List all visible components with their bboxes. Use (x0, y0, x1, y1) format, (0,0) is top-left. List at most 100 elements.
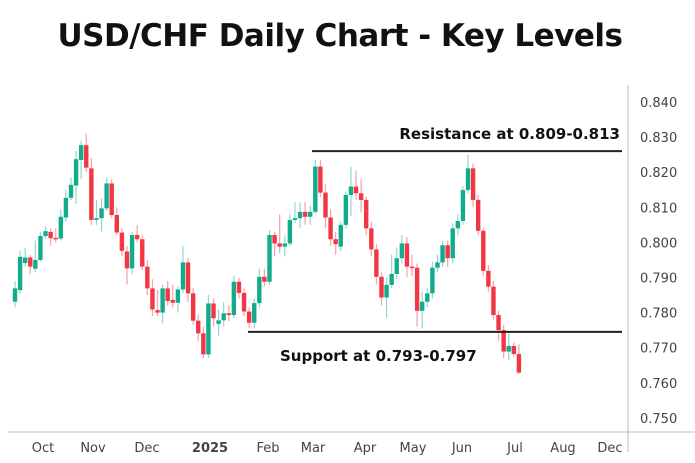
candle (353, 170, 359, 201)
candle-body (389, 273, 394, 285)
candle (99, 198, 104, 232)
x-tick-label: Jul (506, 441, 523, 456)
candle-body (99, 208, 104, 219)
candle-body (491, 286, 496, 316)
candle-body (516, 354, 522, 373)
candle (140, 235, 145, 271)
candle-body (486, 270, 491, 287)
candle (506, 333, 511, 360)
candle-body (465, 168, 471, 191)
candle-body (185, 262, 191, 294)
candle-body (409, 266, 415, 269)
candle (190, 288, 196, 325)
candle (63, 189, 69, 222)
candle-body (190, 293, 196, 321)
candle-body (455, 220, 461, 229)
candle-body (236, 281, 242, 293)
candle-body (511, 345, 517, 355)
candle-body (94, 218, 99, 220)
candle (414, 263, 420, 327)
candle (267, 230, 272, 285)
candle (409, 254, 415, 276)
candle (486, 265, 491, 292)
candle-body (440, 245, 445, 263)
candle (124, 245, 130, 285)
y-tick-label: 0.840 (640, 96, 677, 111)
candle (491, 281, 496, 320)
candle (22, 247, 28, 267)
candle (313, 159, 318, 215)
candle (318, 159, 323, 197)
candle (160, 284, 165, 324)
candle-body (374, 249, 379, 277)
candle (389, 254, 394, 289)
candle (450, 223, 455, 264)
candle (399, 235, 405, 264)
x-tick-label: May (400, 441, 427, 456)
candle-body (160, 288, 165, 313)
candle (384, 277, 389, 318)
candle-body (114, 215, 119, 233)
candle (241, 288, 247, 317)
candle-body (89, 168, 94, 220)
x-tick-label: Mar (301, 441, 326, 456)
candle (236, 277, 242, 299)
y-tick-label: 0.750 (640, 412, 677, 427)
candle (435, 254, 440, 273)
candle (252, 298, 257, 329)
candle-body (150, 288, 155, 310)
x-tick-label: 2025 (192, 441, 228, 456)
candle (155, 289, 160, 317)
candle-body (201, 333, 206, 355)
x-tick-label: Apr (354, 441, 377, 456)
candle-body (267, 235, 272, 282)
candle (104, 177, 109, 211)
candle-body (470, 168, 476, 200)
candle (38, 231, 43, 262)
candle-body (12, 288, 18, 302)
candle-body (140, 239, 145, 267)
candle (170, 284, 175, 308)
candle-body (262, 276, 267, 282)
y-tick-label: 0.770 (640, 342, 677, 357)
candle-body (28, 257, 33, 267)
candle (257, 268, 262, 308)
candle-body (425, 293, 430, 302)
candle-body (277, 243, 282, 247)
candle-body (333, 239, 338, 245)
candle-body (358, 193, 364, 200)
candle-body (165, 288, 170, 302)
y-tick-label: 0.820 (640, 166, 677, 181)
candle-body (109, 183, 114, 216)
candle (282, 235, 287, 257)
candle (231, 275, 237, 318)
candle-body (226, 313, 231, 316)
candle-body (348, 186, 354, 196)
candle-body (404, 243, 410, 267)
candle-body (175, 289, 181, 303)
candle-body (180, 262, 186, 290)
candle-body (399, 243, 405, 259)
candle-body (206, 303, 211, 355)
candle (175, 286, 181, 313)
x-tick-label: Oct (32, 441, 54, 456)
candle-body (252, 303, 257, 323)
candle (43, 226, 48, 239)
candle-body (22, 257, 28, 264)
y-tick-label: 0.800 (640, 236, 677, 251)
y-tick-label: 0.780 (640, 307, 677, 322)
candle (470, 163, 476, 208)
candle (150, 279, 155, 317)
y-tick-label: 0.830 (640, 131, 677, 146)
candle (440, 240, 445, 267)
candle (358, 179, 364, 213)
candle-body (460, 190, 466, 221)
candle-body (84, 145, 89, 168)
x-tick-label: Dec (597, 441, 622, 456)
candle-body (343, 195, 349, 225)
candle (145, 259, 150, 296)
candle-body (43, 231, 48, 237)
candle (333, 231, 338, 255)
candle-body (257, 276, 262, 304)
